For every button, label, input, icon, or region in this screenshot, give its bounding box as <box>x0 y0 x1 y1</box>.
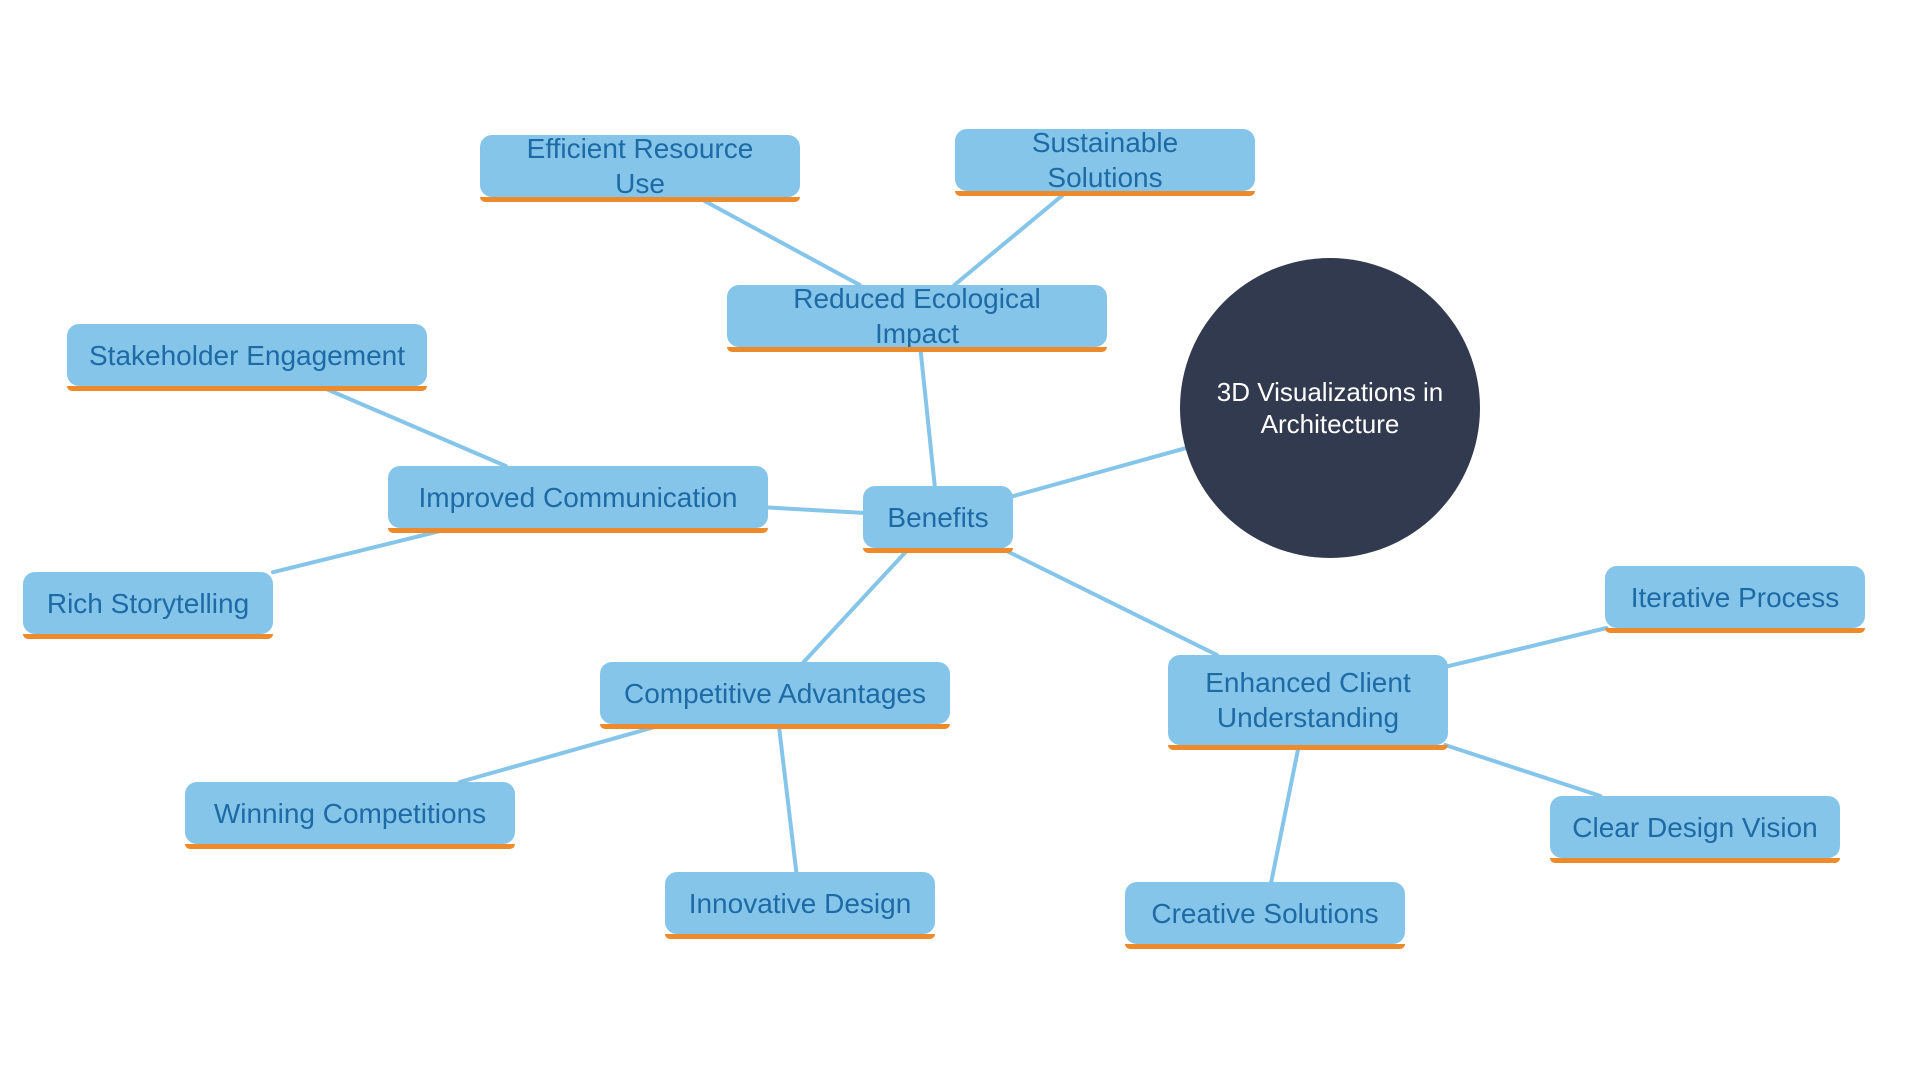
node-clear: Clear Design Vision <box>1550 796 1840 858</box>
node-creative: Creative Solutions <box>1125 882 1405 944</box>
node-reduced: Reduced Ecological Impact <box>727 285 1107 347</box>
node-sustain: Sustainable Solutions <box>955 129 1255 191</box>
node-compete: Competitive Advantages <box>600 662 950 724</box>
node-rich: Rich Storytelling <box>23 572 273 634</box>
node-innov: Innovative Design <box>665 872 935 934</box>
node-root: 3D Visualizations in Architecture <box>1180 258 1480 558</box>
node-enhanced: Enhanced Client Understanding <box>1168 655 1448 745</box>
node-efficient: Efficient Resource Use <box>480 135 800 197</box>
node-benefits: Benefits <box>863 486 1013 548</box>
node-stake: Stakeholder Engagement <box>67 324 427 386</box>
node-improved: Improved Communication <box>388 466 768 528</box>
diagram-stage: 3D Visualizations in Architecture Benefit… <box>0 0 1920 1080</box>
node-iter: Iterative Process <box>1605 566 1865 628</box>
node-winning: Winning Competitions <box>185 782 515 844</box>
